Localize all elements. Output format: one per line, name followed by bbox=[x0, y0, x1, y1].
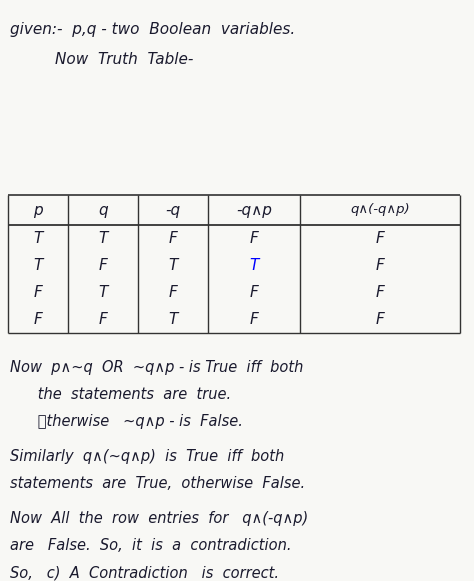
Text: F: F bbox=[169, 231, 177, 246]
Text: Similarly  q∧(~q∧p)  is  True  iff  both: Similarly q∧(~q∧p) is True iff both bbox=[10, 449, 284, 464]
Text: F: F bbox=[375, 258, 384, 273]
Text: Now  p∧~q  OR  ~q∧p - is True  iff  both: Now p∧~q OR ~q∧p - is True iff both bbox=[10, 360, 303, 375]
Text: Now  All  the  row  entries  for   q∧(-q∧p): Now All the row entries for q∧(-q∧p) bbox=[10, 511, 308, 526]
Text: F: F bbox=[34, 312, 42, 327]
Text: F: F bbox=[169, 285, 177, 300]
Text: F: F bbox=[99, 312, 108, 327]
Text: F: F bbox=[375, 312, 384, 327]
Text: So,   c)  A  Contradiction   is  correct.: So, c) A Contradiction is correct. bbox=[10, 565, 279, 580]
Text: q: q bbox=[98, 203, 108, 217]
Text: T: T bbox=[98, 285, 108, 300]
Text: T: T bbox=[33, 258, 43, 273]
Text: are   False.  So,  it  is  a  contradiction.: are False. So, it is a contradiction. bbox=[10, 538, 292, 553]
Text: F: F bbox=[250, 312, 258, 327]
Text: F: F bbox=[99, 258, 108, 273]
Text: given:-  p,q - two  Boolean  variables.: given:- p,q - two Boolean variables. bbox=[10, 22, 295, 37]
Text: -q∧p: -q∧p bbox=[236, 203, 272, 217]
Text: p: p bbox=[33, 203, 43, 217]
Text: F: F bbox=[250, 231, 258, 246]
Text: T: T bbox=[98, 231, 108, 246]
Text: T: T bbox=[33, 231, 43, 246]
Text: the  statements  are  true.: the statements are true. bbox=[10, 387, 231, 402]
Text: F: F bbox=[250, 285, 258, 300]
Text: T: T bbox=[249, 258, 259, 273]
Text: ⓧtherwise   ~q∧p - is  False.: ⓧtherwise ~q∧p - is False. bbox=[10, 414, 243, 429]
Text: T: T bbox=[168, 258, 178, 273]
Text: q∧(-q∧p): q∧(-q∧p) bbox=[350, 203, 410, 217]
Text: F: F bbox=[375, 231, 384, 246]
Text: Now  Truth  Table-: Now Truth Table- bbox=[55, 52, 193, 67]
Text: statements  are  True,  otherwise  False.: statements are True, otherwise False. bbox=[10, 476, 305, 491]
Text: F: F bbox=[375, 285, 384, 300]
Text: -q: -q bbox=[165, 203, 181, 217]
Text: T: T bbox=[168, 312, 178, 327]
Text: F: F bbox=[34, 285, 42, 300]
